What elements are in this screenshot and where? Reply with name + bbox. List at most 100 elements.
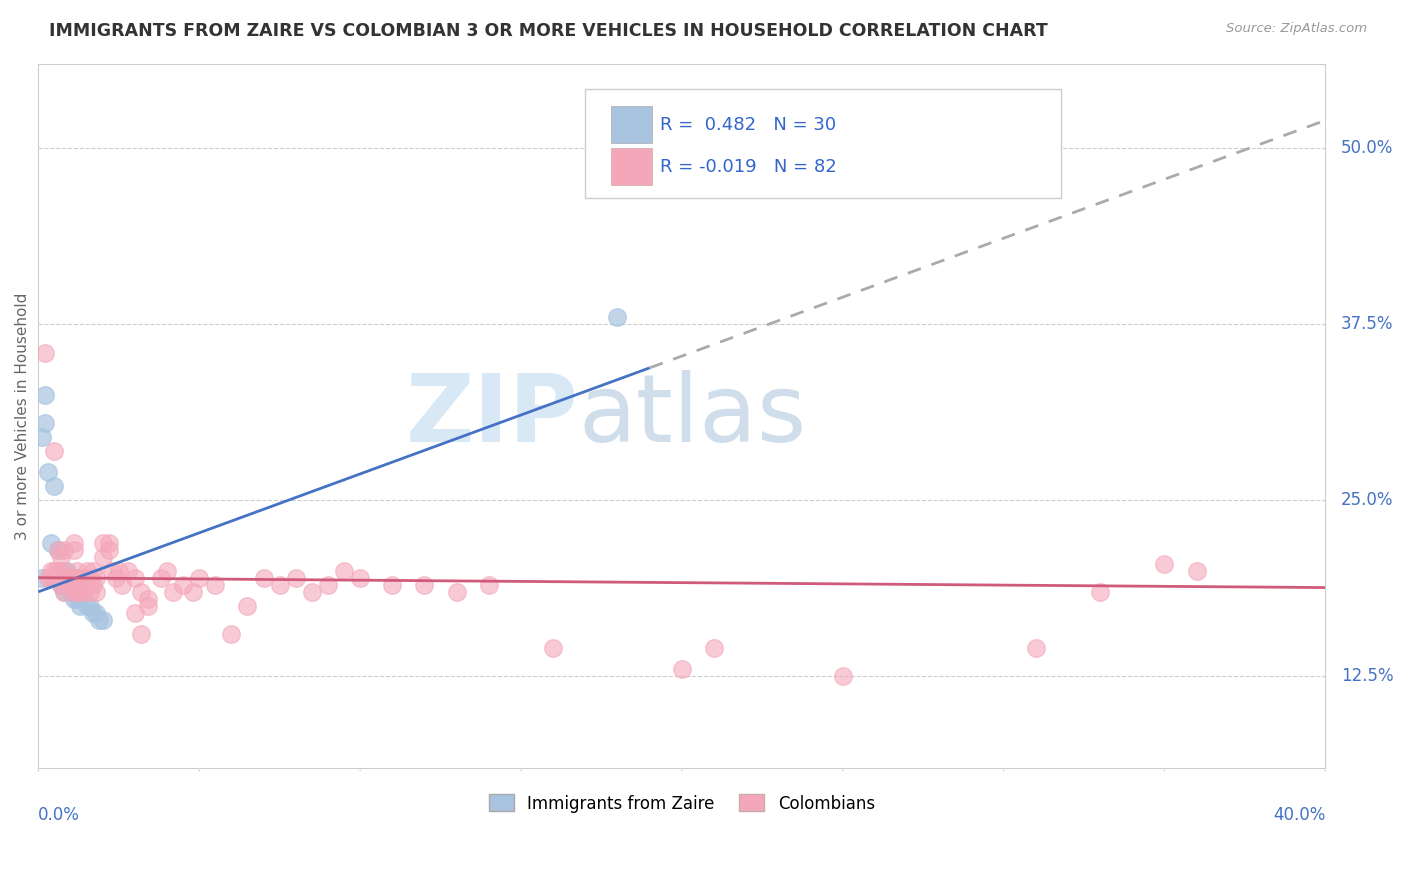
Point bbox=[62, 591, 84, 606]
Point bbox=[181, 584, 204, 599]
Text: IMMIGRANTS FROM ZAIRE VS COLOMBIAN 3 OR MORE VEHICLES IN HOUSEHOLD CORRELATION C: IMMIGRANTS FROM ZAIRE VS COLOMBIAN 3 OR … bbox=[49, 22, 1047, 40]
Text: 50.0%: 50.0% bbox=[1341, 139, 1393, 158]
Point bbox=[72, 584, 94, 599]
Point bbox=[66, 571, 89, 585]
Text: 0.0%: 0.0% bbox=[38, 806, 80, 824]
Point bbox=[301, 584, 323, 599]
Point bbox=[39, 564, 62, 578]
Point bbox=[76, 578, 98, 592]
Point bbox=[79, 599, 101, 613]
Point bbox=[53, 571, 76, 585]
Point bbox=[703, 641, 725, 656]
Point bbox=[149, 571, 172, 585]
Text: Source: ZipAtlas.com: Source: ZipAtlas.com bbox=[1226, 22, 1367, 36]
Point bbox=[62, 571, 84, 585]
Point bbox=[98, 542, 121, 557]
Point bbox=[72, 584, 94, 599]
Point bbox=[39, 535, 62, 549]
Point bbox=[252, 571, 274, 585]
FancyBboxPatch shape bbox=[612, 106, 652, 143]
Point bbox=[53, 584, 76, 599]
Point bbox=[316, 578, 339, 592]
Point bbox=[72, 571, 94, 585]
Text: R =  0.482   N = 30: R = 0.482 N = 30 bbox=[659, 116, 837, 135]
Point bbox=[44, 571, 66, 585]
Point bbox=[129, 584, 152, 599]
Point bbox=[53, 571, 76, 585]
Point bbox=[156, 564, 179, 578]
Point bbox=[91, 613, 114, 627]
Point bbox=[117, 564, 139, 578]
Point bbox=[188, 571, 211, 585]
Point bbox=[478, 578, 501, 592]
Point bbox=[284, 571, 307, 585]
Legend: Immigrants from Zaire, Colombians: Immigrants from Zaire, Colombians bbox=[482, 788, 882, 819]
Point bbox=[1153, 557, 1175, 571]
Point bbox=[84, 606, 107, 620]
Point bbox=[606, 310, 628, 325]
Y-axis label: 3 or more Vehicles in Household: 3 or more Vehicles in Household bbox=[15, 293, 30, 540]
Point bbox=[82, 564, 104, 578]
Point bbox=[66, 584, 89, 599]
Point bbox=[59, 571, 82, 585]
Point bbox=[53, 584, 76, 599]
FancyBboxPatch shape bbox=[585, 88, 1062, 198]
Point bbox=[124, 606, 146, 620]
Point bbox=[111, 578, 134, 592]
Point bbox=[66, 564, 89, 578]
Point bbox=[69, 571, 91, 585]
Point bbox=[82, 578, 104, 592]
Text: 40.0%: 40.0% bbox=[1272, 806, 1326, 824]
Point bbox=[46, 542, 69, 557]
Point bbox=[136, 591, 159, 606]
Point bbox=[1088, 584, 1111, 599]
Point bbox=[53, 564, 76, 578]
Point bbox=[34, 345, 56, 359]
Point bbox=[204, 578, 226, 592]
Text: 12.5%: 12.5% bbox=[1341, 667, 1393, 685]
Point bbox=[46, 542, 69, 557]
Point bbox=[44, 444, 66, 458]
Point bbox=[413, 578, 436, 592]
Point bbox=[46, 571, 69, 585]
Text: atlas: atlas bbox=[579, 370, 807, 462]
Point bbox=[62, 542, 84, 557]
FancyBboxPatch shape bbox=[612, 148, 652, 185]
Text: ZIP: ZIP bbox=[406, 370, 579, 462]
Point bbox=[62, 571, 84, 585]
Point bbox=[104, 571, 127, 585]
Point bbox=[44, 564, 66, 578]
Point bbox=[62, 535, 84, 549]
Point bbox=[446, 584, 468, 599]
Point bbox=[221, 627, 243, 641]
Text: 25.0%: 25.0% bbox=[1341, 491, 1393, 509]
Point bbox=[76, 564, 98, 578]
Point bbox=[34, 416, 56, 430]
Point bbox=[56, 571, 79, 585]
Point bbox=[59, 584, 82, 599]
Point bbox=[84, 571, 107, 585]
Point bbox=[172, 578, 194, 592]
Point bbox=[49, 571, 72, 585]
Point bbox=[381, 578, 404, 592]
Point bbox=[91, 549, 114, 564]
Point bbox=[76, 599, 98, 613]
Point bbox=[79, 584, 101, 599]
Point bbox=[671, 662, 693, 676]
Point bbox=[831, 669, 853, 683]
Point bbox=[107, 564, 129, 578]
Point bbox=[31, 571, 53, 585]
Point bbox=[62, 584, 84, 599]
Point bbox=[39, 571, 62, 585]
Point bbox=[1025, 641, 1047, 656]
Point bbox=[31, 430, 53, 444]
Point bbox=[236, 599, 259, 613]
Point bbox=[84, 584, 107, 599]
Point bbox=[59, 578, 82, 592]
Point bbox=[37, 571, 59, 585]
Point bbox=[124, 571, 146, 585]
Point bbox=[69, 599, 91, 613]
Text: 37.5%: 37.5% bbox=[1341, 316, 1393, 334]
Point bbox=[69, 584, 91, 599]
Text: R = -0.019   N = 82: R = -0.019 N = 82 bbox=[659, 158, 837, 176]
